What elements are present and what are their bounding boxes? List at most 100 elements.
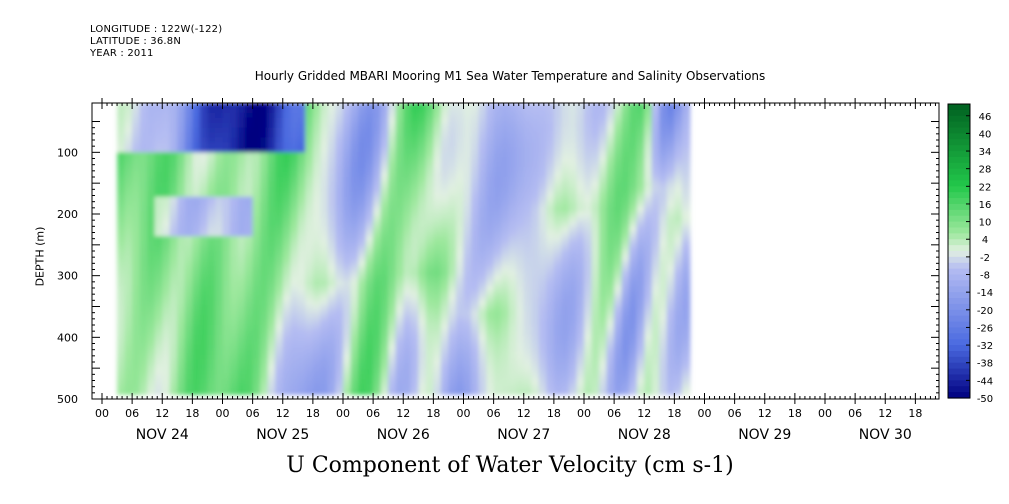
- heatmap-cell: [651, 122, 661, 129]
- heatmap-cell: [674, 152, 683, 159]
- heatmap-cell: [245, 152, 254, 159]
- heatmap-cell: [584, 280, 593, 287]
- heatmap-cell: [636, 201, 646, 208]
- heatmap-cell: [252, 147, 262, 154]
- heatmap-cell: [162, 186, 171, 193]
- heatmap-cell: [343, 152, 352, 159]
- heatmap-cell: [448, 157, 457, 164]
- heatmap-cell: [576, 206, 585, 213]
- heatmap-cell: [267, 359, 277, 366]
- heatmap-cell: [591, 374, 600, 381]
- heatmap-cell: [117, 211, 126, 218]
- heatmap-cell: [644, 359, 653, 366]
- heatmap-cell: [222, 221, 231, 228]
- heatmap-cell: [132, 251, 141, 257]
- heatmap-cell: [199, 172, 209, 178]
- heatmap-cell: [636, 226, 646, 233]
- heatmap-cell: [154, 260, 164, 267]
- heatmap-cell: [350, 374, 359, 381]
- heatmap-cell: [456, 251, 465, 257]
- heatmap-cell: [546, 211, 555, 218]
- heatmap-cell: [305, 107, 314, 114]
- heatmap-cell: [440, 122, 450, 129]
- heatmap-cell: [177, 103, 186, 109]
- heatmap-cell: [282, 172, 292, 178]
- heatmap-cell: [651, 181, 661, 188]
- heatmap-cell: [162, 329, 171, 336]
- heatmap-cell: [493, 384, 503, 391]
- heatmap-cell: [177, 152, 186, 159]
- heatmap-cell: [501, 142, 510, 149]
- heatmap-cell: [388, 157, 397, 164]
- heatmap-cell: [237, 201, 247, 208]
- heatmap-cell: [297, 137, 307, 144]
- heatmap-cell: [674, 320, 683, 326]
- heatmap-cell: [343, 320, 352, 326]
- heatmap-cell: [410, 157, 420, 164]
- heatmap-cell: [132, 236, 141, 243]
- heatmap-cell: [493, 251, 503, 257]
- heatmap-cell: [350, 201, 359, 208]
- heatmap-cell: [681, 374, 691, 381]
- heatmap-cell: [117, 132, 126, 139]
- heatmap-cell: [403, 226, 412, 233]
- heatmap-cell: [275, 206, 284, 213]
- heatmap-cell: [395, 369, 405, 376]
- heatmap-cell: [297, 349, 307, 356]
- heatmap-cell: [501, 162, 510, 169]
- heatmap-cell: [440, 216, 450, 223]
- heatmap-cell: [184, 201, 194, 208]
- heatmap-cell: [418, 107, 427, 114]
- heatmap-cell: [245, 349, 254, 356]
- heatmap-cell: [312, 206, 322, 213]
- heatmap-cell: [260, 270, 269, 277]
- heatmap-cell: [132, 107, 141, 114]
- heatmap-cell: [651, 186, 661, 193]
- heatmap-cell: [463, 384, 472, 391]
- heatmap-cell: [501, 112, 510, 119]
- heatmap-cell: [305, 251, 314, 257]
- heatmap-cell: [463, 329, 472, 336]
- heatmap-cell: [230, 167, 239, 173]
- heatmap-cell: [162, 117, 171, 124]
- heatmap-cell: [425, 152, 435, 159]
- heatmap-cell: [546, 191, 555, 198]
- heatmap-cell: [433, 216, 442, 223]
- heatmap-cell: [267, 389, 277, 395]
- heatmap-cell: [275, 191, 284, 198]
- heatmap-cell: [365, 285, 375, 292]
- heatmap-cell: [546, 369, 555, 376]
- heatmap-cell: [365, 167, 375, 173]
- heatmap-cell: [644, 246, 653, 252]
- heatmap-cell: [659, 107, 668, 114]
- heatmap-cell: [358, 275, 367, 282]
- heatmap-cell: [207, 379, 216, 386]
- heatmap-cell: [568, 231, 578, 238]
- heatmap-cell: [395, 196, 405, 203]
- heatmap-cell: [335, 354, 344, 361]
- heatmap-cell: [215, 275, 224, 282]
- heatmap-cell: [606, 344, 616, 351]
- heatmap-cell: [215, 236, 224, 243]
- heatmap-cell: [275, 265, 284, 272]
- heatmap-cell: [478, 147, 488, 154]
- heatmap-cell: [335, 196, 344, 203]
- heatmap-cell: [553, 339, 563, 346]
- heatmap-cell: [418, 315, 427, 321]
- heatmap-cell: [599, 374, 608, 381]
- heatmap-cell: [425, 295, 435, 302]
- heatmap-cell: [478, 290, 488, 297]
- heatmap-cell: [440, 241, 450, 247]
- heatmap-cell: [599, 103, 608, 109]
- heatmap-cell: [568, 172, 578, 178]
- heatmap-cell: [591, 142, 600, 149]
- heatmap-cell: [433, 226, 442, 233]
- heatmap-cell: [305, 379, 314, 386]
- heatmap-cell: [433, 132, 442, 139]
- heatmap-cell: [388, 295, 397, 302]
- heatmap-cell: [471, 260, 480, 267]
- heatmap-cell: [139, 384, 149, 391]
- heatmap-cell: [207, 191, 216, 198]
- heatmap-cell: [245, 162, 254, 169]
- x-hour-label: 12: [155, 407, 169, 420]
